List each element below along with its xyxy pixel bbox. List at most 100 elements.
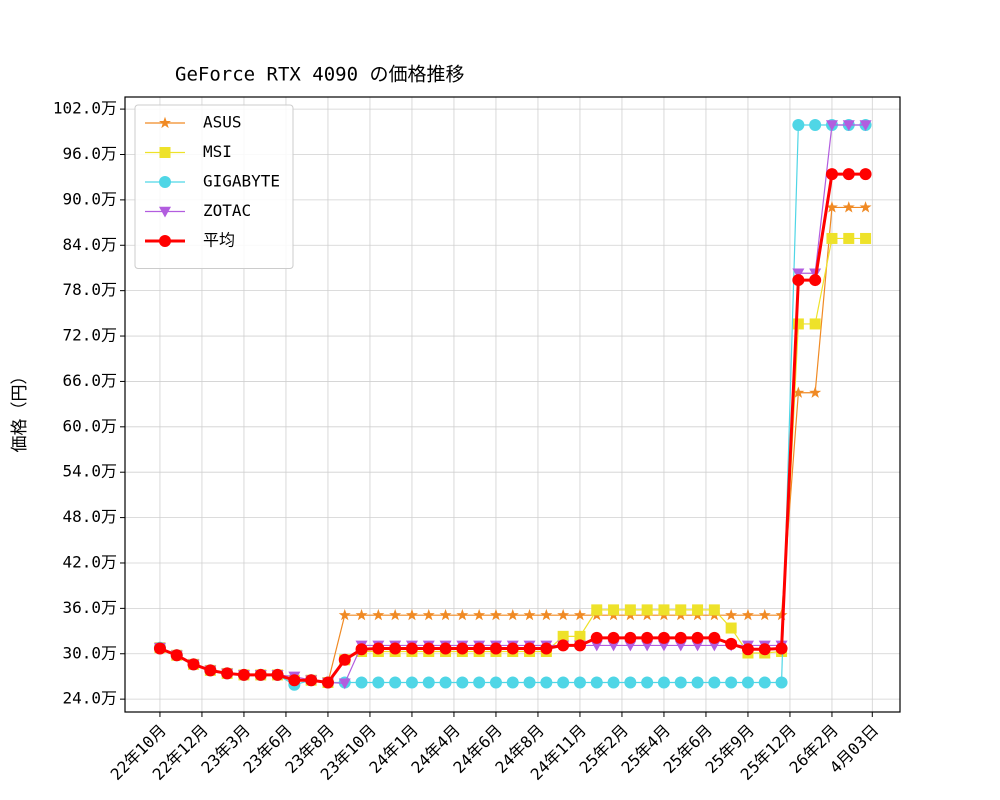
marker bbox=[372, 642, 385, 655]
marker bbox=[641, 640, 654, 652]
marker bbox=[590, 631, 603, 644]
marker bbox=[842, 201, 855, 213]
marker bbox=[237, 668, 250, 681]
marker bbox=[439, 642, 452, 655]
y-tick-label: 30.0万 bbox=[62, 643, 117, 662]
marker bbox=[590, 676, 603, 689]
marker bbox=[590, 640, 603, 652]
chart-title: GeForce RTX 4090 の価格推移 bbox=[175, 64, 464, 86]
marker bbox=[573, 676, 586, 689]
marker bbox=[422, 676, 435, 689]
marker bbox=[389, 642, 402, 655]
marker bbox=[456, 676, 469, 689]
marker bbox=[674, 631, 687, 644]
marker bbox=[641, 604, 653, 616]
legend: ASUS MSI GIGABYTE ZOTAC 平均 bbox=[134, 104, 294, 269]
marker bbox=[843, 232, 855, 244]
y-axis-label: 価格（円） bbox=[10, 368, 30, 453]
marker bbox=[591, 604, 603, 616]
marker bbox=[557, 639, 570, 652]
y-tick-label: 84.0万 bbox=[62, 235, 117, 254]
marker bbox=[355, 608, 368, 621]
marker bbox=[389, 676, 402, 689]
marker bbox=[842, 120, 855, 131]
marker bbox=[506, 608, 519, 621]
y-tick-label: 36.0万 bbox=[62, 598, 117, 617]
marker bbox=[657, 676, 670, 689]
marker bbox=[624, 640, 637, 652]
marker bbox=[523, 676, 536, 689]
marker bbox=[338, 608, 351, 621]
marker bbox=[708, 604, 720, 616]
marker bbox=[708, 640, 721, 652]
marker bbox=[557, 608, 570, 621]
marker bbox=[573, 608, 586, 621]
marker bbox=[624, 631, 637, 644]
marker bbox=[321, 676, 334, 689]
marker bbox=[557, 630, 569, 642]
marker bbox=[741, 676, 754, 689]
marker bbox=[405, 642, 418, 655]
marker bbox=[708, 631, 721, 644]
marker bbox=[355, 676, 368, 689]
marker bbox=[305, 674, 318, 687]
marker bbox=[725, 637, 738, 650]
marker bbox=[725, 608, 738, 621]
marker bbox=[758, 643, 771, 656]
marker bbox=[842, 168, 855, 181]
marker bbox=[338, 678, 351, 690]
y-tick-label: 96.0万 bbox=[62, 144, 117, 163]
marker bbox=[607, 631, 620, 644]
marker bbox=[523, 608, 536, 621]
marker bbox=[439, 676, 452, 689]
marker bbox=[573, 639, 586, 652]
marker bbox=[288, 674, 301, 687]
marker bbox=[825, 168, 838, 181]
marker bbox=[204, 664, 217, 677]
marker bbox=[473, 608, 486, 621]
y-tick-label: 42.0万 bbox=[62, 552, 117, 571]
marker bbox=[657, 640, 670, 652]
y-tick-label: 102.0万 bbox=[53, 99, 117, 118]
marker bbox=[691, 631, 704, 644]
marker bbox=[422, 608, 435, 621]
marker bbox=[489, 676, 502, 689]
marker bbox=[809, 274, 822, 287]
marker bbox=[658, 604, 670, 616]
y-tick-label: 90.0万 bbox=[62, 189, 117, 208]
y-tick-label: 66.0万 bbox=[62, 371, 117, 390]
legend-label: MSI bbox=[203, 142, 232, 161]
marker bbox=[792, 318, 804, 330]
marker bbox=[523, 642, 536, 655]
marker bbox=[540, 676, 553, 689]
marker bbox=[405, 676, 418, 689]
marker bbox=[624, 604, 636, 616]
y-tick-label: 48.0万 bbox=[62, 507, 117, 526]
series bbox=[153, 168, 872, 689]
marker bbox=[859, 120, 872, 131]
y-tick-label: 72.0万 bbox=[62, 326, 117, 345]
marker bbox=[187, 658, 200, 671]
marker bbox=[574, 630, 586, 642]
marker bbox=[708, 676, 721, 689]
legend-marker bbox=[159, 116, 171, 129]
marker bbox=[641, 631, 654, 644]
y-tick-label: 60.0万 bbox=[62, 416, 117, 435]
marker bbox=[540, 642, 553, 655]
marker bbox=[254, 668, 267, 681]
marker bbox=[355, 643, 368, 656]
marker bbox=[691, 640, 704, 652]
marker bbox=[657, 631, 670, 644]
marker bbox=[825, 120, 838, 131]
marker bbox=[641, 676, 654, 689]
marker bbox=[809, 318, 821, 330]
marker bbox=[405, 608, 418, 621]
marker bbox=[725, 676, 738, 689]
marker bbox=[624, 676, 637, 689]
marker bbox=[608, 604, 620, 616]
legend-marker bbox=[159, 176, 171, 188]
legend-label: GIGABYTE bbox=[203, 172, 280, 191]
marker bbox=[809, 386, 822, 398]
marker bbox=[792, 268, 805, 280]
marker bbox=[338, 653, 351, 666]
